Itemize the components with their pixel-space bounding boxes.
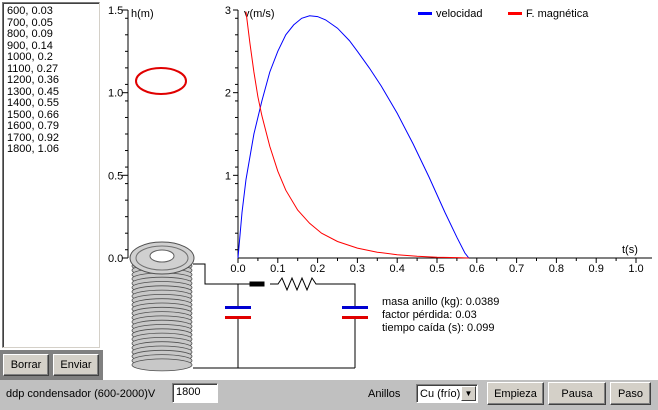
anillos-selected-value: Cu (frío): [420, 388, 461, 400]
anillos-label: Anillos: [368, 388, 401, 400]
coil-core: [149, 249, 175, 263]
velocity-chart: 0.0 0.1 0.2 0.3 0.4 0.5 0.6 0.7 0.8 0.9 1.0 3 2 1 v(m/…: [225, 5, 652, 275]
x-tick-label: 0.3: [350, 263, 365, 275]
borrar-button[interactable]: Borrar: [3, 354, 49, 376]
list-item[interactable]: 1500, 0.66: [7, 108, 59, 121]
x-tick-label: 0.1: [270, 263, 285, 275]
chevron-down-icon[interactable]: ▼: [461, 386, 476, 401]
list-item[interactable]: 900, 0.14: [7, 39, 53, 52]
list-item[interactable]: 700, 0.05: [7, 16, 53, 29]
capacitor-left: [225, 306, 251, 319]
series-line-0: [237, 15, 470, 259]
main-canvas: 1.51.00.50.0 h(m) 0.0 0.1 0.2 0.3 0.4 0.5 0.6 0…: [108, 5, 652, 372]
list-item[interactable]: 1300, 0.45: [7, 85, 59, 98]
y-tick-label: 3: [225, 5, 231, 17]
list-item[interactable]: 1600, 0.79: [7, 120, 59, 132]
x-tick-label: 0.6: [469, 263, 484, 275]
x-tick-label: 0.5: [429, 263, 444, 275]
series-line-1: [245, 11, 469, 259]
height-tick-label: 1.0: [108, 88, 123, 100]
coil-turn: [131, 358, 193, 372]
ring: [135, 67, 187, 95]
x-tick-label: 1.0: [628, 263, 643, 275]
y-tick-label: 2: [225, 88, 231, 100]
legend-label: velocidad: [436, 8, 482, 20]
list-item[interactable]: 1700, 0.92: [7, 131, 59, 144]
x-tick-label: 0.7: [509, 263, 524, 275]
list-item[interactable]: 1200, 0.36: [7, 74, 59, 86]
height-tick-label: 1.5: [108, 5, 123, 17]
list-item[interactable]: 800, 0.09: [7, 28, 53, 40]
control-bar: ddp condensador (600-2000)V 1800 Anillos…: [0, 380, 658, 410]
list-item[interactable]: 1800, 1.06: [7, 143, 59, 155]
pausa-button[interactable]: Pausa: [548, 382, 606, 405]
mass-readout: masa anillo (kg): 0.0389: [382, 296, 500, 308]
loss-factor-readout: factor pérdida: 0.03: [382, 309, 477, 321]
fall-time-readout: tiempo caída (s): 0.099: [382, 322, 495, 334]
capacitor-right: [342, 306, 368, 319]
capacitor-circuit: [193, 263, 356, 369]
height-tick-label: 0.0: [108, 253, 123, 265]
anillos-select[interactable]: Cu (frío) ▼: [416, 384, 478, 403]
ddp-label: ddp condensador (600-2000)V: [6, 388, 156, 400]
coil-solenoid: [129, 241, 195, 372]
height-axis-label: h(m): [131, 8, 154, 20]
y-axis-label: v(m/s): [244, 8, 275, 20]
coil-rim: [135, 245, 189, 271]
left-button-panel: Borrar Enviar: [0, 350, 103, 380]
enviar-button[interactable]: Enviar: [53, 354, 99, 376]
x-tick-label: 0.8: [549, 263, 564, 275]
x-tick-label: 0.9: [589, 263, 604, 275]
list-item[interactable]: 600, 0.03: [7, 5, 53, 17]
height-axis: 1.5 1.0 0.5 0.0 h(m): [108, 5, 154, 265]
legend-label: F. magnética: [526, 8, 589, 20]
x-tick-label: 0.0: [230, 263, 245, 275]
x-tick-label: 0.4: [390, 263, 405, 275]
ddp-input[interactable]: 1800: [172, 383, 218, 403]
list-item[interactable]: 1000, 0.2: [7, 51, 53, 63]
data-list[interactable]: 600, 0.03 700, 0.05 800, 0.09 900, 0.14 1000…: [2, 2, 100, 348]
x-axis-label: t(s): [622, 244, 638, 256]
x-tick-label: 0.2: [310, 263, 325, 275]
list-item[interactable]: 1400, 0.55: [7, 97, 59, 109]
paso-button[interactable]: Paso: [610, 382, 651, 405]
legend-swatch: [508, 12, 522, 15]
switch: [249, 281, 265, 287]
list-item[interactable]: 1100, 0.27: [7, 62, 59, 75]
y-tick-label: 1: [225, 170, 231, 182]
height-tick-label: 0.5: [108, 170, 123, 182]
legend-swatch: [418, 12, 432, 15]
empieza-button[interactable]: Empieza: [487, 382, 544, 405]
